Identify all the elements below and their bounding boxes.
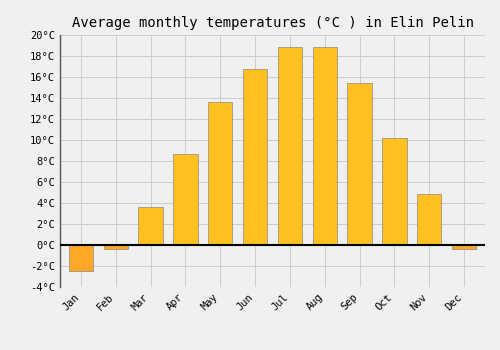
Bar: [348, 83, 372, 245]
Bar: [452, 245, 476, 249]
Bar: [382, 138, 406, 245]
Bar: [417, 194, 442, 245]
Bar: [138, 207, 163, 245]
Bar: [208, 102, 233, 245]
Title: Average monthly temperatures (°C ) in Elin Pelin: Average monthly temperatures (°C ) in El…: [72, 16, 473, 30]
Bar: [104, 245, 128, 249]
Bar: [278, 47, 302, 245]
Bar: [243, 69, 268, 245]
Bar: [312, 47, 337, 245]
Bar: [173, 154, 198, 245]
Bar: [68, 245, 93, 271]
